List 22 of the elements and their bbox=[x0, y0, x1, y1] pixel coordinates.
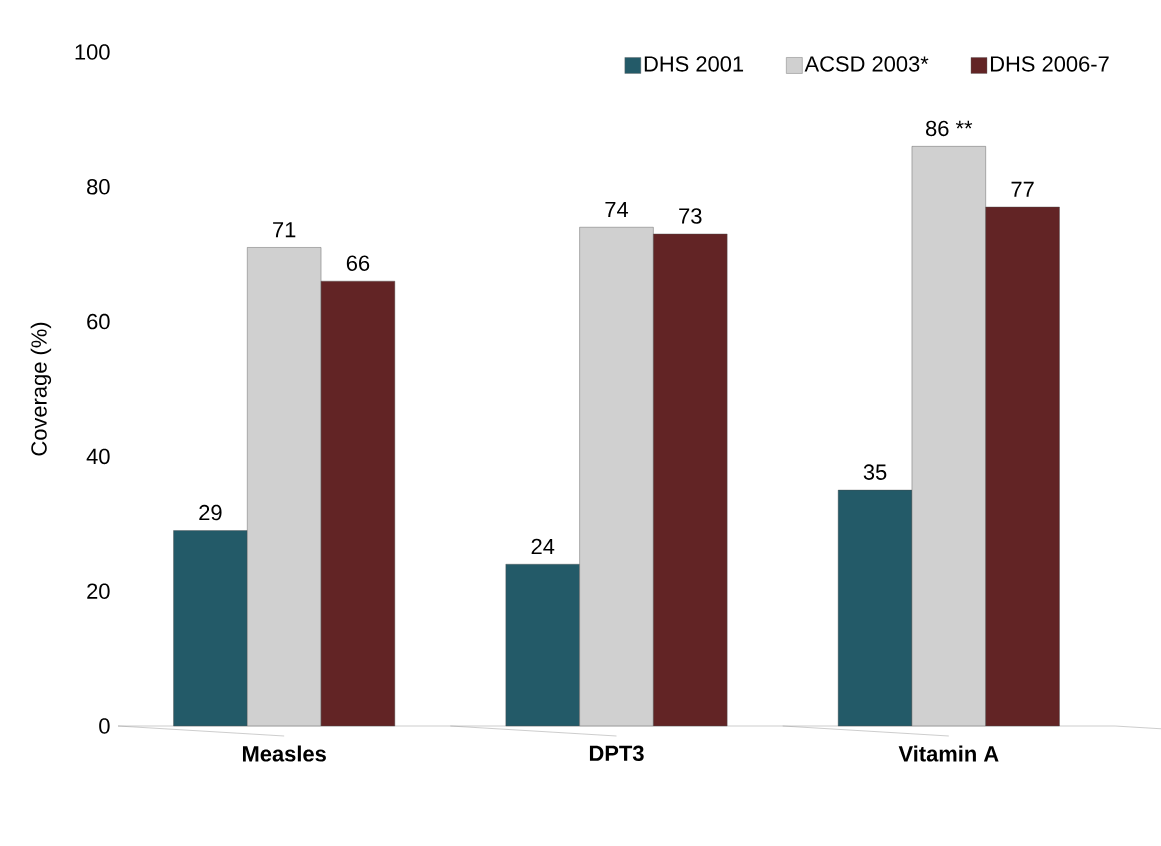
legend-label: DHS 2006-7 bbox=[990, 56, 1109, 72]
y-tick-label: 80 bbox=[87, 179, 110, 195]
data-label: 86 ** bbox=[926, 120, 973, 137]
x-tick-label: Vitamin A bbox=[898, 745, 999, 762]
data-label: 35 bbox=[863, 464, 887, 480]
data-label: 74 bbox=[605, 201, 629, 218]
x-tick-label: Measles bbox=[242, 745, 326, 762]
x-tick-label: DPT3 bbox=[589, 745, 644, 762]
data-label: 66 bbox=[346, 255, 370, 271]
data-label: 73 bbox=[679, 208, 702, 224]
y-tick-label: 20 bbox=[87, 583, 110, 599]
data-label: 71 bbox=[273, 222, 296, 238]
y-tick-label: 60 bbox=[87, 313, 110, 330]
legend-label: ACSD 2003* bbox=[804, 56, 929, 72]
data-label: 24 bbox=[531, 538, 555, 555]
y-axis-title: Coverage (%) bbox=[30, 322, 52, 456]
y-tick-label: 40 bbox=[86, 448, 110, 465]
y-tick-label: 100 bbox=[75, 44, 110, 60]
legend-label: DHS 2001 bbox=[644, 56, 744, 72]
data-label: 77 bbox=[1011, 181, 1034, 197]
data-label: 29 bbox=[199, 504, 222, 521]
y-tick-label: 0 bbox=[99, 718, 110, 734]
